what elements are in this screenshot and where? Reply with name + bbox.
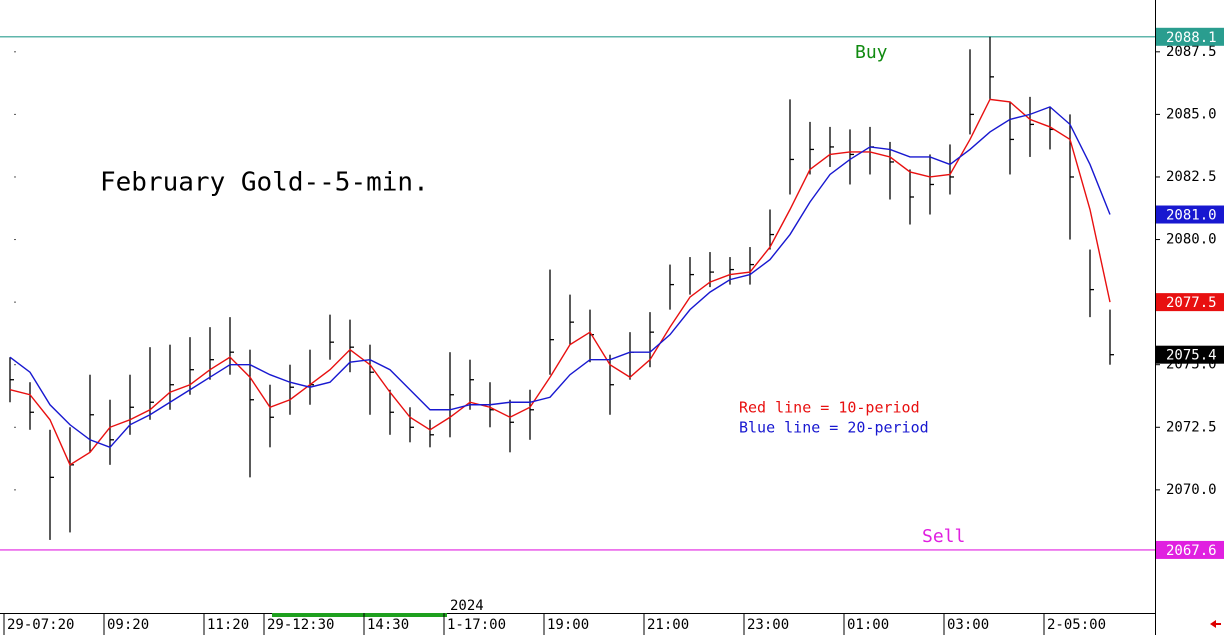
red-note: Red line = 10-period <box>739 399 920 417</box>
y-tick-label: 2085.0 <box>1166 106 1217 122</box>
x-tick-label: 2-05:00 <box>1047 617 1106 633</box>
blue-note: Blue line = 20-period <box>739 419 929 437</box>
chart-title: February Gold--5-min. <box>100 168 429 198</box>
price-tag <box>1156 293 1224 312</box>
price-tag <box>1156 27 1224 46</box>
x-tick-label: 21:00 <box>647 617 689 633</box>
price-tag-label: 2081.0 <box>1166 208 1217 224</box>
price-tag <box>1156 205 1224 224</box>
price-tag-label: 2075.4 <box>1166 348 1217 364</box>
moving-average <box>9 98 1111 466</box>
x-tick-label: 29-12:30 <box>267 617 334 633</box>
price-tag-label: 2088.1 <box>1166 30 1217 46</box>
x-tick-label: 03:00 <box>947 617 989 633</box>
price-tag-label: 2077.5 <box>1166 295 1217 311</box>
price-tag <box>1156 540 1224 559</box>
x-tick-label: 19:00 <box>547 617 589 633</box>
x-tick-label: 23:00 <box>747 617 789 633</box>
sell-label: Sell <box>922 526 965 547</box>
buy-label: Buy <box>855 42 888 63</box>
x-tick-label: 29-07:20 <box>7 617 74 633</box>
price-tag-label: 2067.6 <box>1166 543 1217 559</box>
y-tick-label: 2072.5 <box>1166 419 1217 435</box>
x-tick-label: 14:30 <box>367 617 409 633</box>
y-tick-label: 2070.0 <box>1166 482 1217 498</box>
x-tick-label: 01:00 <box>847 617 889 633</box>
y-tick-label: 2080.0 <box>1166 232 1217 248</box>
session-marker <box>272 613 447 617</box>
price-tag <box>1156 345 1224 364</box>
x-tick-label: 1-17:00 <box>447 617 506 633</box>
year-label: 2024 <box>450 598 484 614</box>
scroll-arrow[interactable] <box>1210 620 1221 628</box>
y-tick-label: 2087.5 <box>1166 44 1217 60</box>
x-tick-label: 11:20 <box>207 617 249 633</box>
moving-average <box>9 106 1111 449</box>
y-tick-label: 2082.5 <box>1166 169 1217 185</box>
x-tick-label: 09:20 <box>107 617 149 633</box>
